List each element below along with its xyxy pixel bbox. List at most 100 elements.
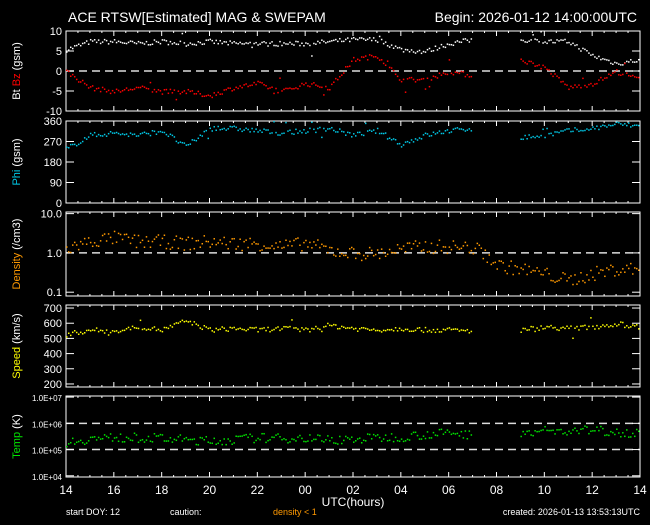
data-point-bt	[544, 41, 546, 43]
data-point-phi	[578, 130, 580, 133]
data-point-temp	[349, 438, 351, 440]
data-point-density	[380, 248, 383, 250]
data-point-phi	[354, 135, 357, 137]
data-point-phi	[87, 136, 90, 138]
data-point-bz	[420, 78, 423, 80]
data-point-density	[139, 241, 142, 244]
data-point-density	[123, 233, 126, 236]
data-point-temp	[408, 439, 411, 441]
data-point-speed	[165, 326, 168, 329]
data-point-bt	[291, 43, 293, 45]
data-point-bt	[558, 40, 560, 42]
data-point-phi	[69, 143, 72, 146]
data-point-bz	[554, 73, 556, 75]
data-point-bt	[305, 42, 307, 44]
data-point-bz	[438, 72, 441, 75]
data-point-speed	[207, 327, 210, 330]
data-point-density	[229, 241, 231, 243]
data-point-density	[404, 250, 407, 253]
x-tick-label: 10	[538, 483, 552, 497]
data-point-bz	[153, 88, 156, 91]
data-point-speed	[157, 328, 160, 331]
data-point-bt	[189, 42, 192, 44]
data-point-temp	[524, 433, 526, 436]
data-point-bt	[127, 41, 130, 44]
data-point-density	[117, 232, 120, 235]
data-point-speed	[410, 330, 413, 332]
data-point-bz	[592, 85, 594, 87]
data-point-phi	[199, 134, 202, 137]
data-point-density	[293, 239, 295, 242]
data-point-density	[410, 247, 413, 250]
data-point-speed	[628, 326, 630, 329]
data-point-bt	[325, 42, 327, 44]
data-point-bz	[101, 86, 104, 89]
data-point-density	[89, 241, 92, 244]
data-point-temp	[538, 430, 540, 433]
data-point-bt	[93, 39, 96, 41]
data-point-bz	[195, 93, 198, 95]
data-point-density	[73, 241, 76, 244]
data-point-phi	[85, 138, 88, 140]
data-point-phi	[534, 136, 536, 139]
data-point-temp	[325, 439, 327, 441]
data-point-bz	[622, 73, 624, 76]
data-point-bz	[386, 60, 389, 62]
data-point-temp	[458, 435, 461, 437]
y-axis-label: Speed (km/s)	[11, 313, 23, 378]
data-point-density	[267, 247, 269, 249]
data-point-phi	[159, 130, 162, 133]
data-point-phi	[233, 125, 235, 128]
data-point-density	[233, 237, 235, 240]
data-point-temp	[339, 435, 341, 438]
data-point-density	[271, 245, 273, 247]
data-point-density	[550, 279, 552, 282]
data-point-density	[616, 271, 618, 273]
data-point-phi	[191, 139, 194, 141]
data-point-speed	[79, 331, 82, 334]
data-point-speed	[303, 328, 305, 331]
data-point-phi	[193, 139, 196, 142]
data-point-temp	[205, 436, 208, 438]
data-point-bt	[430, 50, 433, 52]
data-point-bt	[560, 39, 562, 41]
data-point-phi	[378, 132, 381, 135]
data-point-bz	[396, 75, 399, 78]
data-point-temp	[179, 434, 182, 436]
data-point-density	[177, 247, 180, 250]
data-point-phi	[243, 129, 245, 131]
data-point-speed	[636, 324, 638, 326]
data-point-bz	[364, 55, 367, 57]
data-point-speed	[532, 326, 534, 328]
data-point-bz	[347, 65, 349, 68]
data-point-bt	[205, 39, 208, 41]
data-point-speed	[119, 330, 122, 333]
data-point-density	[510, 260, 512, 262]
data-point-speed	[243, 328, 245, 331]
data-point-density	[217, 242, 219, 244]
data-point-bt	[590, 54, 592, 56]
data-point-speed	[285, 326, 287, 328]
data-point-density	[187, 236, 190, 239]
data-point-speed	[536, 327, 538, 329]
data-point-phi	[400, 146, 403, 148]
data-point-speed	[456, 328, 459, 331]
data-point-bt	[271, 41, 273, 43]
data-point-temp	[592, 430, 594, 432]
data-point-bz	[378, 59, 381, 61]
data-point-phi	[165, 133, 168, 136]
data-point-speed	[610, 325, 612, 327]
data-point-density	[343, 254, 345, 257]
data-point-phi	[93, 131, 96, 134]
data-point-phi	[530, 136, 532, 139]
data-point-bt	[528, 40, 530, 42]
data-point-bt	[554, 41, 556, 44]
data-point-temp	[382, 438, 385, 440]
data-point-bz	[131, 89, 134, 91]
data-point-temp	[428, 437, 431, 439]
data-point-phi	[283, 132, 285, 134]
data-point-phi	[422, 134, 425, 136]
data-point-phi	[428, 135, 431, 137]
data-point-speed	[376, 329, 379, 332]
data-point-phi	[289, 129, 291, 132]
